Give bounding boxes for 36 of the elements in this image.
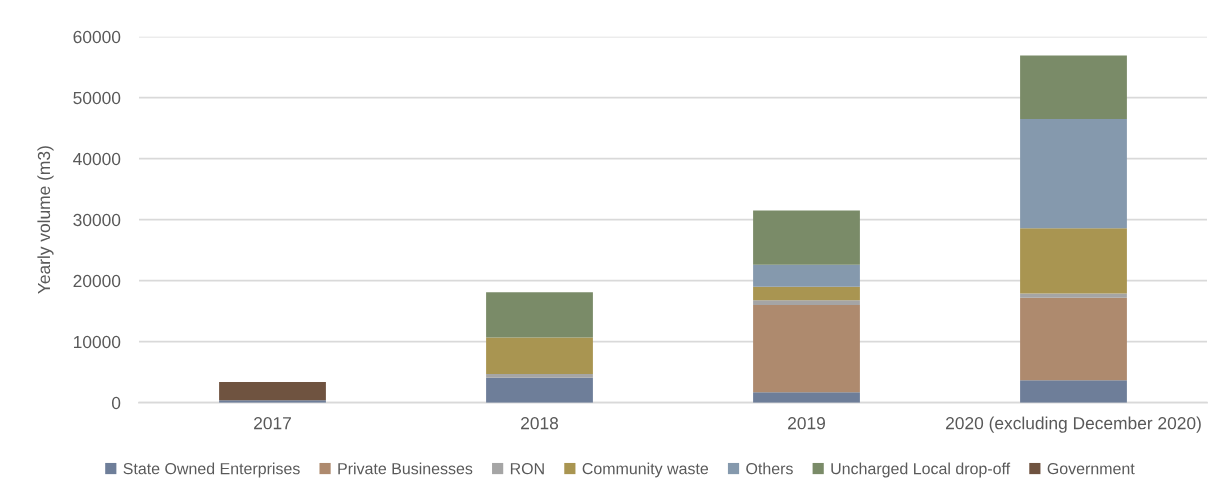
bar <box>486 337 593 375</box>
bar <box>486 377 593 403</box>
y-tick-label: 40000 <box>73 152 121 166</box>
bar <box>1020 297 1127 381</box>
legend-label: Private Businesses <box>338 462 473 475</box>
y-tick-label: 20000 <box>73 274 121 288</box>
y-tick-label: 30000 <box>73 213 121 227</box>
legend-label: RON <box>510 462 544 475</box>
bar <box>753 392 860 403</box>
bar <box>1020 228 1127 294</box>
bar <box>753 210 860 265</box>
bar <box>1020 293 1127 298</box>
y-tick-label: 0 <box>111 396 121 410</box>
legend-label: Others <box>746 462 793 475</box>
bar <box>1020 119 1127 229</box>
bar <box>1020 55 1127 120</box>
x-tick-label: 2019 <box>788 417 825 430</box>
y-tick-label: 60000 <box>73 30 121 44</box>
x-tick-label: 2017 <box>254 417 291 430</box>
y-axis-title: Yearly volume (m3) <box>37 146 54 294</box>
legend-label: Government <box>1047 462 1135 475</box>
legend-label: Community waste <box>582 462 709 478</box>
legend-label: Uncharged Local drop-off <box>831 462 1011 478</box>
bar <box>486 374 593 378</box>
bar <box>753 305 860 393</box>
bar <box>1020 380 1127 403</box>
bar <box>486 292 593 338</box>
x-tick-label: 2018 <box>521 417 559 430</box>
x-tick-label: 2020 (excluding December 2020) <box>946 416 1201 433</box>
bar <box>753 300 860 306</box>
y-tick-label: 50000 <box>73 91 121 105</box>
bar <box>753 264 860 287</box>
bar <box>753 286 860 301</box>
legend-label: State Owned Enterprises <box>123 462 300 478</box>
bar <box>219 381 326 401</box>
y-tick-label: 10000 <box>74 335 121 349</box>
